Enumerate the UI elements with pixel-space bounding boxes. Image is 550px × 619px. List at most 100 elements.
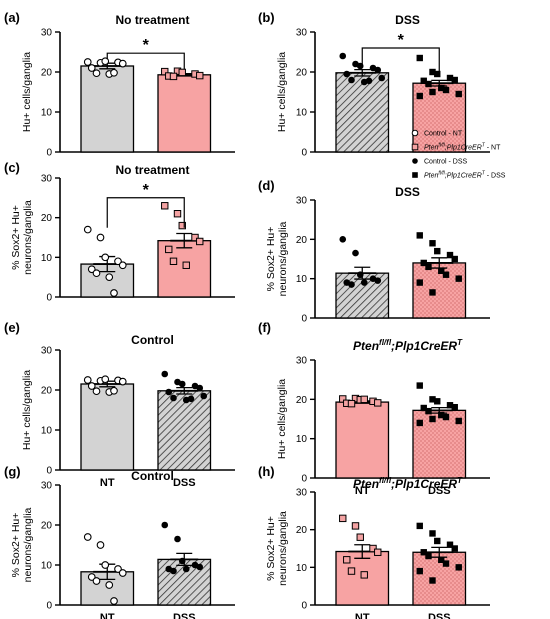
panel-title: No treatment bbox=[115, 163, 189, 177]
data-point bbox=[351, 522, 360, 530]
data-point bbox=[451, 545, 458, 552]
data-point bbox=[356, 271, 364, 279]
data-point bbox=[416, 522, 423, 530]
data-point bbox=[374, 66, 382, 74]
legend-label: Control - DSS bbox=[424, 159, 468, 166]
legend-marker bbox=[411, 143, 419, 151]
x-tick-label: DSS bbox=[428, 612, 451, 619]
data-point bbox=[420, 404, 427, 412]
data-point bbox=[434, 398, 441, 405]
data-point bbox=[429, 396, 436, 403]
panel-f: (f) Ptenfl/fl;Plp1CreERT 0 10 20 30 Hu+ cells/… bbox=[258, 320, 490, 497]
y-axis-label: Hu+ cells/ganglia bbox=[276, 52, 288, 132]
data-point bbox=[83, 533, 92, 541]
y-tick-label: 10 bbox=[296, 434, 308, 445]
data-point bbox=[446, 541, 454, 548]
data-point bbox=[416, 567, 423, 575]
data-point bbox=[339, 236, 347, 243]
data-point bbox=[374, 277, 382, 284]
data-point bbox=[378, 74, 386, 82]
y-tick-label: 0 bbox=[46, 148, 52, 159]
data-point bbox=[451, 76, 458, 84]
data-point bbox=[178, 221, 186, 230]
y-axis-label: % Sox2+ Hu+neurons/ganglia bbox=[265, 221, 289, 296]
y-tick-label: 20 bbox=[296, 395, 308, 406]
data-point bbox=[339, 395, 347, 403]
data-point bbox=[360, 571, 368, 579]
x-tick-label: NT bbox=[355, 485, 370, 497]
data-point bbox=[438, 84, 445, 92]
legend: Control - NT Ptenfl/fl;Plp1CreERT - NT Con… bbox=[411, 129, 506, 180]
data-point bbox=[178, 380, 186, 388]
data-point bbox=[442, 86, 450, 94]
data-point bbox=[339, 514, 347, 523]
data-point bbox=[110, 386, 118, 395]
bar bbox=[80, 65, 135, 153]
legend-item: Ptenfl/fl;Plp1CreERT - DSS bbox=[412, 171, 506, 180]
data-point bbox=[200, 392, 208, 400]
x-tick-label: DSS bbox=[173, 612, 196, 619]
data-point bbox=[348, 281, 355, 288]
data-point bbox=[87, 382, 96, 390]
data-point bbox=[187, 395, 195, 403]
data-point bbox=[429, 88, 436, 96]
y-tick-label: 0 bbox=[301, 314, 307, 325]
panel-letter: (g) bbox=[4, 464, 21, 479]
legend-item: Control - DSS bbox=[412, 158, 468, 166]
y-tick-label: 0 bbox=[301, 148, 307, 159]
data-point bbox=[446, 251, 454, 259]
panel-d: (d) DSS 0 10 20 30 % Sox2+ Hu+neurons/ganglia bbox=[258, 178, 490, 325]
data-point bbox=[92, 577, 101, 585]
data-point bbox=[434, 247, 441, 255]
bar bbox=[157, 74, 212, 153]
y-tick-label: 30 bbox=[41, 346, 53, 357]
panel-title: No treatment bbox=[115, 13, 189, 27]
data-point bbox=[110, 289, 118, 297]
data-point bbox=[161, 370, 169, 378]
data-point bbox=[105, 273, 114, 282]
data-point bbox=[356, 533, 364, 541]
data-point bbox=[374, 399, 382, 407]
legend-label: Ptenfl/fl;Plp1CreERT - NT bbox=[424, 143, 501, 152]
y-axis-label: Hu+ cells/ganglia bbox=[21, 52, 33, 132]
y-tick-label: 30 bbox=[41, 481, 53, 492]
y-axis-label: Hu+ cells/ganglia bbox=[276, 379, 288, 459]
panel-b: (b) DSS 0 10 20 30 Hu+ cells/ganglia * bbox=[258, 10, 490, 159]
data-point bbox=[416, 54, 423, 62]
y-tick-label: 30 bbox=[296, 196, 308, 207]
y-axis-label: % Sox2+ Hu+neurons/ganglia bbox=[10, 507, 34, 582]
data-point bbox=[196, 384, 204, 392]
y-tick-label: 20 bbox=[296, 68, 308, 79]
data-point bbox=[178, 68, 186, 77]
data-point bbox=[110, 597, 118, 605]
significance-bracket bbox=[106, 197, 185, 228]
data-point bbox=[446, 402, 454, 409]
y-tick-label: 20 bbox=[296, 525, 308, 536]
data-point bbox=[96, 541, 105, 549]
data-point bbox=[161, 67, 169, 76]
y-tick-label: 30 bbox=[41, 174, 53, 185]
significance-bracket bbox=[361, 47, 440, 77]
x-tick-label: NT bbox=[100, 612, 115, 619]
significance-star: * bbox=[143, 182, 150, 199]
legend-label: Ptenfl/fl;Plp1CreERT - DSS bbox=[424, 171, 506, 180]
y-tick-label: 20 bbox=[41, 386, 53, 397]
data-point bbox=[360, 395, 368, 404]
panel-letter: (a) bbox=[4, 10, 20, 25]
data-point bbox=[420, 259, 427, 267]
data-point bbox=[446, 74, 454, 82]
data-point bbox=[165, 245, 173, 254]
data-point bbox=[196, 563, 204, 571]
data-point bbox=[425, 552, 432, 560]
data-point bbox=[182, 261, 190, 269]
data-point bbox=[429, 289, 436, 296]
legend-marker bbox=[411, 129, 419, 137]
bar bbox=[157, 390, 212, 471]
data-point bbox=[101, 253, 110, 262]
y-axis-label: % Sox2+ Hu+neurons/ganglia bbox=[10, 200, 34, 275]
data-point bbox=[429, 530, 436, 537]
data-point bbox=[101, 561, 110, 569]
data-point bbox=[429, 577, 436, 584]
y-tick-label: 10 bbox=[41, 253, 53, 264]
